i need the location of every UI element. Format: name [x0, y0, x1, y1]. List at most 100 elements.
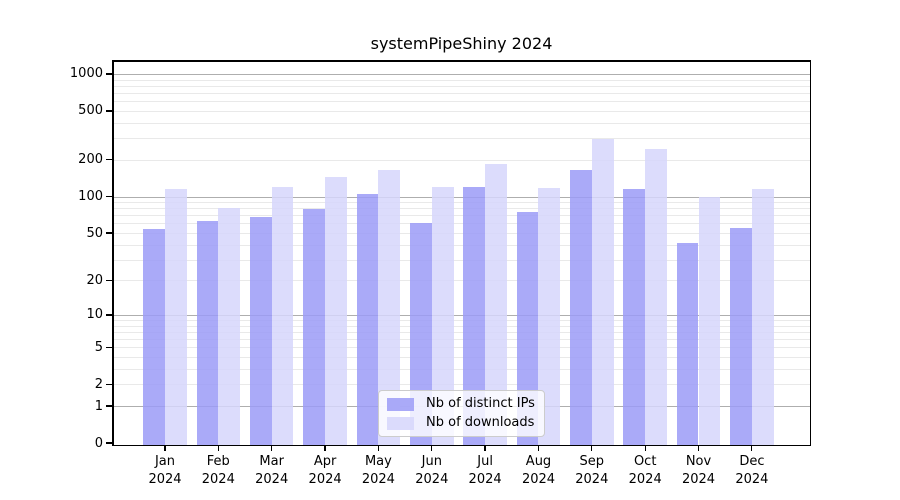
minor-gridline	[113, 110, 810, 112]
x-tick-mark	[644, 446, 646, 451]
axis-spine-left	[112, 60, 114, 446]
minor-gridline	[113, 368, 810, 370]
bar-nb-of-downloads-sep	[591, 138, 614, 445]
x-tick-label-nov: Nov 2024	[681, 454, 716, 487]
y-tick-label: 1000	[69, 66, 103, 82]
bar-nb-of-downloads-mar	[271, 186, 294, 445]
bar-nb-of-downloads-may	[378, 169, 401, 445]
minor-gridline	[113, 357, 810, 358]
bar-nb-of-distinct-ips-oct	[623, 189, 646, 445]
y-tick-mark	[106, 383, 112, 385]
bar-nb-of-downloads-oct	[645, 148, 667, 445]
legend-item-downloads: Nb of downloads	[387, 415, 536, 431]
minor-gridline	[113, 384, 810, 386]
bar-nb-of-downloads-jul	[485, 164, 507, 445]
minor-gridline	[113, 85, 810, 87]
minor-gridline	[113, 347, 810, 349]
bar-nb-of-distinct-ips-jul	[463, 186, 486, 445]
x-tick-mark	[164, 446, 166, 451]
minor-gridline	[113, 138, 810, 140]
legend-label-downloads: Nb of downloads	[426, 415, 535, 430]
axis-spine-right	[809, 60, 811, 446]
chart-title: systemPipeShiny 2024	[370, 34, 553, 53]
y-tick-label: 100	[78, 189, 103, 204]
minor-gridline	[113, 93, 810, 94]
x-tick-label-jun: Jun 2024	[415, 454, 449, 487]
axis-spine-bottom	[112, 444, 811, 447]
y-tick-label: 0	[94, 435, 103, 451]
bar-nb-of-distinct-ips-sep	[570, 169, 592, 445]
minor-gridline	[113, 325, 810, 327]
bar-nb-of-distinct-ips-jan	[143, 228, 165, 445]
y-tick-label: 50	[86, 225, 103, 241]
bar-nb-of-distinct-ips-aug	[516, 211, 539, 445]
minor-gridline	[113, 223, 810, 225]
y-tick-mark	[106, 279, 112, 282]
y-tick-mark	[106, 314, 112, 316]
y-tick-label: 5	[94, 339, 103, 355]
y-tick-mark	[106, 73, 112, 75]
bar-nb-of-downloads-aug	[538, 188, 561, 445]
x-tick-label-apr: Apr 2024	[308, 454, 342, 487]
axis-spine-top	[112, 60, 811, 62]
y-tick-mark	[106, 110, 112, 112]
legend: Nb of distinct IPs Nb of downloads	[378, 390, 545, 437]
minor-gridline	[113, 233, 810, 234]
x-tick-mark	[537, 446, 540, 451]
x-tick-mark	[271, 446, 273, 451]
bar-nb-of-downloads-apr	[325, 176, 347, 445]
x-tick-mark	[431, 446, 433, 451]
bar-nb-of-distinct-ips-dec	[730, 228, 752, 445]
bar-nb-of-downloads-jan	[165, 188, 187, 445]
y-tick-label: 1	[94, 398, 103, 414]
y-tick-label: 20	[86, 272, 103, 288]
x-tick-label-oct: Oct 2024	[628, 454, 662, 487]
bar-nb-of-downloads-nov	[698, 196, 721, 445]
minor-gridline	[113, 159, 810, 161]
major-gridline	[113, 196, 810, 198]
plot-area	[113, 60, 810, 446]
minor-gridline	[113, 202, 810, 203]
x-tick-mark	[217, 446, 220, 451]
x-tick-mark	[697, 446, 700, 451]
x-tick-label-jan: Jan 2024	[148, 454, 182, 487]
y-tick-mark	[106, 159, 112, 161]
minor-gridline	[113, 122, 810, 124]
minor-gridline	[113, 280, 810, 282]
major-gridline	[113, 73, 810, 75]
x-tick-label-aug: Aug 2024	[521, 454, 556, 487]
bar-nb-of-distinct-ips-feb	[196, 220, 219, 445]
minor-gridline	[113, 259, 810, 261]
legend-swatch-distinct-ips	[387, 397, 414, 411]
legend-item-distinct-ips: Nb of distinct IPs	[387, 396, 536, 412]
x-tick-mark	[484, 446, 486, 451]
y-tick-mark	[106, 195, 112, 198]
x-tick-mark	[377, 446, 380, 451]
minor-gridline	[113, 320, 810, 321]
minor-gridline	[113, 339, 810, 341]
y-tick-mark	[106, 442, 112, 444]
bar-nb-of-distinct-ips-jun	[409, 222, 432, 445]
y-tick-mark	[106, 232, 112, 234]
minor-gridline	[113, 208, 810, 210]
bar-nb-of-distinct-ips-mar	[249, 216, 272, 445]
x-tick-label-may: May 2024	[361, 454, 395, 487]
minor-gridline	[113, 215, 810, 217]
y-tick-label: 2	[94, 376, 103, 392]
x-tick-mark	[591, 446, 593, 451]
minor-gridline	[113, 244, 810, 246]
x-tick-label-sep: Sep 2024	[575, 454, 609, 487]
x-tick-mark	[751, 446, 753, 451]
y-tick-label: 200	[78, 152, 103, 168]
minor-gridline	[113, 331, 810, 333]
bar-nb-of-distinct-ips-apr	[303, 208, 326, 445]
minor-gridline	[113, 79, 810, 81]
bar-nb-of-downloads-feb	[218, 207, 241, 445]
y-tick-mark	[106, 405, 112, 407]
x-tick-label-dec: Dec 2024	[735, 454, 769, 487]
x-tick-label-jul: Jul 2024	[468, 454, 502, 487]
legend-label-distinct-ips: Nb of distinct IPs	[426, 396, 535, 411]
bar-nb-of-downloads-jun	[431, 187, 454, 445]
y-tick-label: 500	[78, 103, 103, 119]
